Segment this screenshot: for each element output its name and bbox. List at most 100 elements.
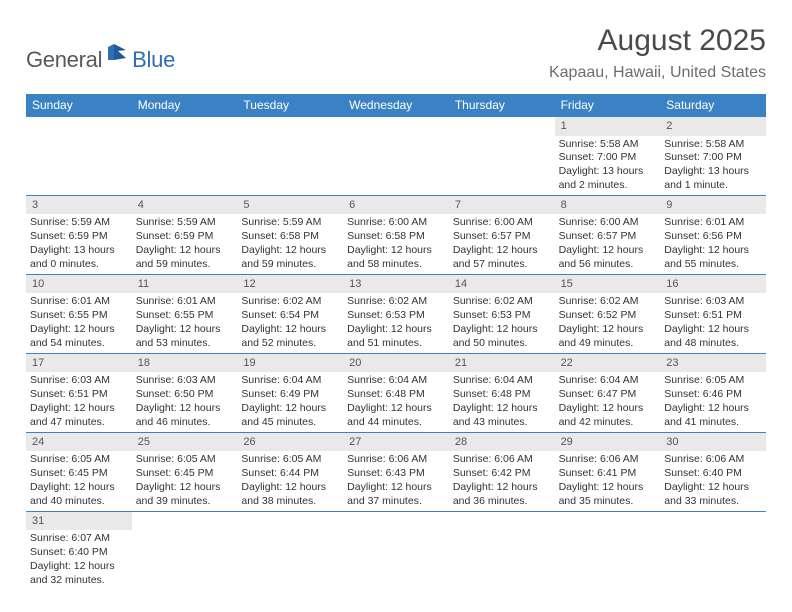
day-cell: 19Sunrise: 6:04 AMSunset: 6:49 PMDayligh… bbox=[237, 354, 343, 432]
dow-cell: Friday bbox=[555, 94, 661, 117]
day-cell bbox=[660, 512, 766, 590]
day-cell: 2Sunrise: 5:58 AMSunset: 7:00 PMDaylight… bbox=[660, 117, 766, 195]
calendar: SundayMondayTuesdayWednesdayThursdayFrid… bbox=[26, 94, 766, 590]
sunset-line: Sunset: 6:58 PM bbox=[347, 230, 445, 244]
day-cell: 14Sunrise: 6:02 AMSunset: 6:53 PMDayligh… bbox=[449, 275, 555, 353]
daylight-line: Daylight: 12 hours and 59 minutes. bbox=[136, 244, 234, 272]
daylight-line: Daylight: 12 hours and 46 minutes. bbox=[136, 402, 234, 430]
day-cell: 24Sunrise: 6:05 AMSunset: 6:45 PMDayligh… bbox=[26, 433, 132, 511]
sunrise-line: Sunrise: 6:03 AM bbox=[136, 374, 234, 388]
day-number: 5 bbox=[237, 196, 343, 215]
day-number: 13 bbox=[343, 275, 449, 294]
daylight-line: Daylight: 13 hours and 1 minute. bbox=[664, 165, 762, 193]
logo: General Blue bbox=[26, 24, 175, 75]
sunrise-line: Sunrise: 6:05 AM bbox=[664, 374, 762, 388]
day-number: 2 bbox=[660, 117, 766, 136]
daylight-line: Daylight: 12 hours and 49 minutes. bbox=[559, 323, 657, 351]
week-row: 1Sunrise: 5:58 AMSunset: 7:00 PMDaylight… bbox=[26, 117, 766, 196]
day-number: 14 bbox=[449, 275, 555, 294]
sunrise-line: Sunrise: 6:02 AM bbox=[559, 295, 657, 309]
day-cell: 12Sunrise: 6:02 AMSunset: 6:54 PMDayligh… bbox=[237, 275, 343, 353]
daylight-line: Daylight: 12 hours and 36 minutes. bbox=[453, 481, 551, 509]
sunrise-line: Sunrise: 6:03 AM bbox=[664, 295, 762, 309]
title-block: August 2025 Kapaau, Hawaii, United State… bbox=[549, 24, 766, 82]
daylight-line: Daylight: 12 hours and 35 minutes. bbox=[559, 481, 657, 509]
day-cell: 11Sunrise: 6:01 AMSunset: 6:55 PMDayligh… bbox=[132, 275, 238, 353]
sunrise-line: Sunrise: 5:59 AM bbox=[136, 216, 234, 230]
day-cell: 22Sunrise: 6:04 AMSunset: 6:47 PMDayligh… bbox=[555, 354, 661, 432]
day-cell bbox=[449, 117, 555, 195]
day-cell: 18Sunrise: 6:03 AMSunset: 6:50 PMDayligh… bbox=[132, 354, 238, 432]
day-number: 20 bbox=[343, 354, 449, 373]
sunset-line: Sunset: 7:00 PM bbox=[664, 151, 762, 165]
sunset-line: Sunset: 6:57 PM bbox=[559, 230, 657, 244]
sunrise-line: Sunrise: 6:04 AM bbox=[453, 374, 551, 388]
logo-flag-icon bbox=[108, 44, 130, 65]
sunrise-line: Sunrise: 5:59 AM bbox=[30, 216, 128, 230]
day-cell: 23Sunrise: 6:05 AMSunset: 6:46 PMDayligh… bbox=[660, 354, 766, 432]
day-cell: 27Sunrise: 6:06 AMSunset: 6:43 PMDayligh… bbox=[343, 433, 449, 511]
day-cell: 3Sunrise: 5:59 AMSunset: 6:59 PMDaylight… bbox=[26, 196, 132, 274]
sunset-line: Sunset: 6:52 PM bbox=[559, 309, 657, 323]
day-cell: 1Sunrise: 5:58 AMSunset: 7:00 PMDaylight… bbox=[555, 117, 661, 195]
sunrise-line: Sunrise: 6:01 AM bbox=[664, 216, 762, 230]
sunrise-line: Sunrise: 6:00 AM bbox=[559, 216, 657, 230]
day-number: 26 bbox=[237, 433, 343, 452]
day-number: 6 bbox=[343, 196, 449, 215]
daylight-line: Daylight: 12 hours and 45 minutes. bbox=[241, 402, 339, 430]
dow-cell: Saturday bbox=[660, 94, 766, 117]
daylight-line: Daylight: 12 hours and 39 minutes. bbox=[136, 481, 234, 509]
day-cell: 25Sunrise: 6:05 AMSunset: 6:45 PMDayligh… bbox=[132, 433, 238, 511]
day-cell: 17Sunrise: 6:03 AMSunset: 6:51 PMDayligh… bbox=[26, 354, 132, 432]
dow-cell: Sunday bbox=[26, 94, 132, 117]
sunrise-line: Sunrise: 6:04 AM bbox=[559, 374, 657, 388]
sunset-line: Sunset: 6:47 PM bbox=[559, 388, 657, 402]
day-cell: 28Sunrise: 6:06 AMSunset: 6:42 PMDayligh… bbox=[449, 433, 555, 511]
daylight-line: Daylight: 12 hours and 48 minutes. bbox=[664, 323, 762, 351]
day-cell: 30Sunrise: 6:06 AMSunset: 6:40 PMDayligh… bbox=[660, 433, 766, 511]
day-number: 30 bbox=[660, 433, 766, 452]
sunset-line: Sunset: 6:55 PM bbox=[30, 309, 128, 323]
sunset-line: Sunset: 6:43 PM bbox=[347, 467, 445, 481]
day-number: 21 bbox=[449, 354, 555, 373]
day-cell bbox=[343, 512, 449, 590]
sunset-line: Sunset: 6:56 PM bbox=[664, 230, 762, 244]
day-cell: 15Sunrise: 6:02 AMSunset: 6:52 PMDayligh… bbox=[555, 275, 661, 353]
day-cell bbox=[343, 117, 449, 195]
sunrise-line: Sunrise: 6:06 AM bbox=[453, 453, 551, 467]
week-row: 10Sunrise: 6:01 AMSunset: 6:55 PMDayligh… bbox=[26, 275, 766, 354]
sunset-line: Sunset: 6:45 PM bbox=[136, 467, 234, 481]
sunrise-line: Sunrise: 6:03 AM bbox=[30, 374, 128, 388]
logo-text-blue: Blue bbox=[132, 47, 175, 73]
day-cell: 20Sunrise: 6:04 AMSunset: 6:48 PMDayligh… bbox=[343, 354, 449, 432]
day-number: 9 bbox=[660, 196, 766, 215]
daylight-line: Daylight: 12 hours and 50 minutes. bbox=[453, 323, 551, 351]
sunrise-line: Sunrise: 6:00 AM bbox=[453, 216, 551, 230]
daylight-line: Daylight: 12 hours and 54 minutes. bbox=[30, 323, 128, 351]
day-cell: 9Sunrise: 6:01 AMSunset: 6:56 PMDaylight… bbox=[660, 196, 766, 274]
sunrise-line: Sunrise: 6:02 AM bbox=[241, 295, 339, 309]
day-cell: 10Sunrise: 6:01 AMSunset: 6:55 PMDayligh… bbox=[26, 275, 132, 353]
sunset-line: Sunset: 6:44 PM bbox=[241, 467, 339, 481]
dow-row: SundayMondayTuesdayWednesdayThursdayFrid… bbox=[26, 94, 766, 117]
day-cell: 16Sunrise: 6:03 AMSunset: 6:51 PMDayligh… bbox=[660, 275, 766, 353]
daylight-line: Daylight: 12 hours and 52 minutes. bbox=[241, 323, 339, 351]
daylight-line: Daylight: 12 hours and 56 minutes. bbox=[559, 244, 657, 272]
sunset-line: Sunset: 6:57 PM bbox=[453, 230, 551, 244]
day-number: 10 bbox=[26, 275, 132, 294]
sunrise-line: Sunrise: 6:02 AM bbox=[347, 295, 445, 309]
week-row: 24Sunrise: 6:05 AMSunset: 6:45 PMDayligh… bbox=[26, 433, 766, 512]
day-cell: 31Sunrise: 6:07 AMSunset: 6:40 PMDayligh… bbox=[26, 512, 132, 590]
daylight-line: Daylight: 12 hours and 33 minutes. bbox=[664, 481, 762, 509]
day-number: 7 bbox=[449, 196, 555, 215]
sunrise-line: Sunrise: 6:01 AM bbox=[30, 295, 128, 309]
sunset-line: Sunset: 6:45 PM bbox=[30, 467, 128, 481]
sunset-line: Sunset: 6:59 PM bbox=[136, 230, 234, 244]
sunset-line: Sunset: 6:46 PM bbox=[664, 388, 762, 402]
day-cell: 6Sunrise: 6:00 AMSunset: 6:58 PMDaylight… bbox=[343, 196, 449, 274]
week-row: 31Sunrise: 6:07 AMSunset: 6:40 PMDayligh… bbox=[26, 512, 766, 590]
logo-text-general: General bbox=[26, 47, 102, 73]
sunset-line: Sunset: 6:48 PM bbox=[347, 388, 445, 402]
sunset-line: Sunset: 6:59 PM bbox=[30, 230, 128, 244]
daylight-line: Daylight: 13 hours and 2 minutes. bbox=[559, 165, 657, 193]
